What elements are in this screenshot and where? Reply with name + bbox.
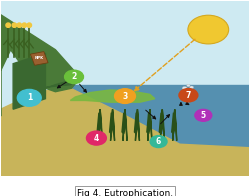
- Text: Fig 4. Eutrophication.: Fig 4. Eutrophication.: [77, 189, 173, 196]
- Circle shape: [195, 109, 212, 121]
- Ellipse shape: [6, 23, 10, 27]
- FancyBboxPatch shape: [30, 52, 48, 65]
- Circle shape: [188, 15, 229, 44]
- Circle shape: [86, 131, 106, 145]
- Polygon shape: [134, 113, 138, 134]
- Polygon shape: [136, 109, 140, 141]
- Polygon shape: [159, 113, 163, 134]
- Polygon shape: [1, 15, 80, 116]
- Circle shape: [17, 89, 41, 106]
- Polygon shape: [160, 109, 164, 141]
- Circle shape: [190, 86, 194, 89]
- Polygon shape: [70, 85, 249, 155]
- Text: 5: 5: [201, 111, 206, 120]
- Polygon shape: [98, 109, 102, 141]
- Polygon shape: [36, 78, 80, 92]
- Text: 6: 6: [156, 137, 161, 146]
- Polygon shape: [147, 113, 150, 134]
- Text: 3: 3: [122, 92, 128, 101]
- Polygon shape: [97, 113, 101, 134]
- Circle shape: [187, 84, 190, 87]
- Text: 4: 4: [94, 134, 99, 142]
- Circle shape: [114, 89, 136, 103]
- Circle shape: [179, 89, 198, 102]
- Polygon shape: [13, 53, 46, 109]
- Polygon shape: [122, 113, 126, 134]
- Circle shape: [182, 86, 187, 90]
- Text: 7: 7: [186, 91, 191, 100]
- Polygon shape: [148, 109, 152, 141]
- Polygon shape: [70, 90, 155, 102]
- Polygon shape: [1, 88, 249, 176]
- Polygon shape: [110, 113, 113, 134]
- Ellipse shape: [22, 23, 26, 27]
- Polygon shape: [173, 109, 177, 141]
- Polygon shape: [110, 109, 114, 141]
- Ellipse shape: [27, 23, 32, 27]
- Ellipse shape: [12, 23, 16, 27]
- Text: NPK: NPK: [35, 56, 44, 60]
- Ellipse shape: [17, 23, 21, 27]
- Polygon shape: [172, 113, 175, 134]
- Polygon shape: [123, 109, 127, 141]
- Circle shape: [150, 136, 167, 148]
- Text: 2: 2: [72, 72, 77, 81]
- Text: 1: 1: [27, 93, 32, 102]
- Circle shape: [64, 70, 84, 83]
